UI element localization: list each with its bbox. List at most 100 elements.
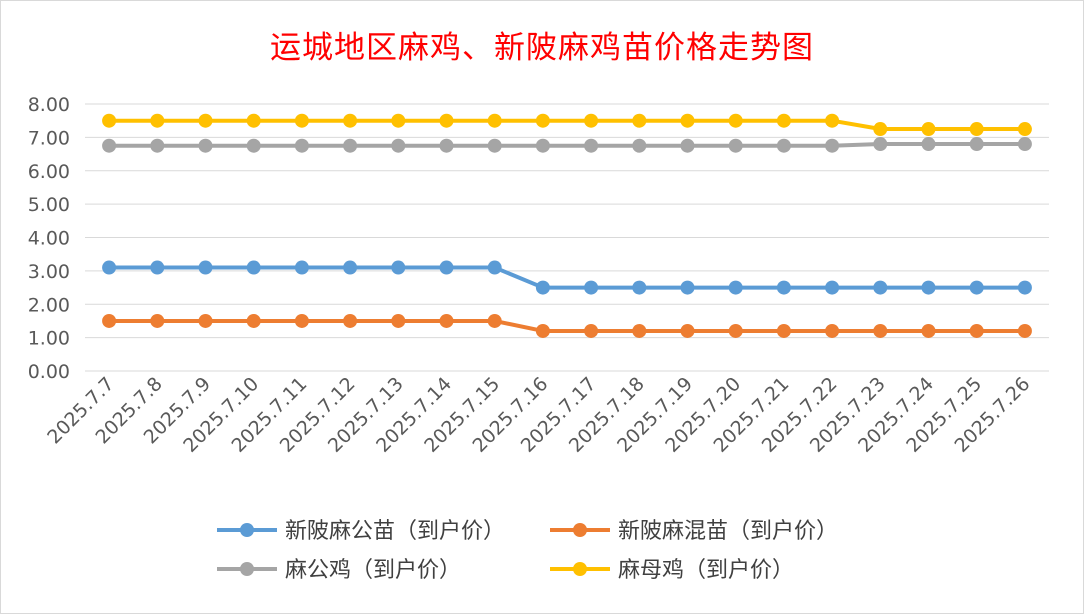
data-point <box>343 138 358 153</box>
data-point <box>921 280 936 295</box>
data-point <box>825 323 840 338</box>
data-point <box>439 260 454 275</box>
data-point <box>825 113 840 128</box>
data-point <box>728 280 743 295</box>
data-point <box>439 138 454 153</box>
legend-label: 新陂麻混苗（到户价） <box>618 519 838 544</box>
data-point <box>1017 137 1032 152</box>
data-point <box>246 113 261 128</box>
data-point <box>150 313 165 328</box>
legend-item: 新陂麻混苗（到户价） <box>550 519 838 544</box>
data-point <box>391 260 406 275</box>
series-line <box>109 318 1025 333</box>
data-point <box>439 313 454 328</box>
y-tick-label: 8.00 <box>28 94 70 116</box>
legend-marker <box>240 523 254 537</box>
data-point <box>102 313 117 328</box>
data-point <box>584 113 599 128</box>
data-point <box>343 260 358 275</box>
data-point <box>873 323 888 338</box>
data-point <box>150 138 165 153</box>
data-point <box>487 313 502 328</box>
series-2 <box>102 313 1032 338</box>
data-point <box>294 113 309 128</box>
series-line <box>109 142 1025 148</box>
y-tick-label: 5.00 <box>28 194 70 216</box>
legend-label: 新陂麻公苗（到户价） <box>285 519 505 544</box>
y-tick-label: 3.00 <box>28 261 70 283</box>
data-point <box>246 138 261 153</box>
data-point <box>487 260 502 275</box>
data-point <box>294 260 309 275</box>
data-point <box>535 280 550 295</box>
data-point <box>294 138 309 153</box>
data-point <box>680 280 695 295</box>
data-point <box>776 113 791 128</box>
y-tick-label: 2.00 <box>28 294 70 316</box>
data-point <box>873 122 888 137</box>
data-point <box>391 113 406 128</box>
legend-item: 麻母鸡（到户价） <box>550 558 794 583</box>
data-point <box>921 323 936 338</box>
data-point <box>391 313 406 328</box>
data-point <box>776 280 791 295</box>
data-point <box>439 113 454 128</box>
data-point <box>535 138 550 153</box>
data-point <box>343 113 358 128</box>
data-point <box>487 138 502 153</box>
data-point <box>728 323 743 338</box>
data-point <box>150 260 165 275</box>
chart-title: 运城地区麻鸡、新陂麻鸡苗价格走势图 <box>270 30 814 66</box>
data-point <box>969 122 984 137</box>
data-point <box>1017 280 1032 295</box>
data-point <box>584 323 599 338</box>
data-point <box>102 138 117 153</box>
data-point <box>102 260 117 275</box>
x-axis-ticks: 2025.7.72025.7.82025.7.92025.7.102025.7.… <box>43 373 1034 457</box>
data-point <box>198 138 213 153</box>
data-point <box>921 137 936 152</box>
y-axis-ticks: 0.00 1.00 2.00 3.00 4.00 5.00 6.00 7.00 8.00 <box>28 94 70 383</box>
data-point <box>198 313 213 328</box>
y-tick-label: 6.00 <box>28 161 70 183</box>
legend-marker <box>240 562 254 576</box>
y-tick-label: 0.00 <box>28 361 70 383</box>
data-point <box>150 113 165 128</box>
data-point <box>825 280 840 295</box>
legend-item: 麻公鸡（到户价） <box>217 558 461 583</box>
series-line <box>109 118 1025 132</box>
data-point <box>873 137 888 152</box>
legend-label: 麻母鸡（到户价） <box>618 558 794 583</box>
data-point <box>246 313 261 328</box>
data-point <box>535 323 550 338</box>
data-point <box>246 260 261 275</box>
series-line <box>109 265 1025 290</box>
data-point <box>632 138 647 153</box>
data-point <box>294 313 309 328</box>
data-point <box>728 138 743 153</box>
data-point <box>728 113 743 128</box>
data-point <box>969 280 984 295</box>
y-tick-label: 7.00 <box>28 127 70 149</box>
data-point <box>198 260 213 275</box>
data-point <box>102 113 117 128</box>
series-1 <box>102 260 1032 295</box>
legend-marker <box>573 562 587 576</box>
legend-item: 新陂麻公苗（到户价） <box>217 519 505 544</box>
data-point <box>584 280 599 295</box>
series-lines <box>102 113 1032 338</box>
data-point <box>680 113 695 128</box>
data-point <box>1017 323 1032 338</box>
data-point <box>776 323 791 338</box>
data-point <box>632 280 647 295</box>
gridlines <box>85 103 1049 372</box>
legend-marker <box>573 523 587 537</box>
data-point <box>873 280 888 295</box>
data-point <box>921 122 936 137</box>
legend: 新陂麻公苗（到户价） 新陂麻混苗（到户价） 麻公鸡（到户价） 麻母鸡（到户价） <box>217 519 838 583</box>
data-point <box>584 138 599 153</box>
series-3 <box>102 137 1032 153</box>
data-point <box>391 138 406 153</box>
